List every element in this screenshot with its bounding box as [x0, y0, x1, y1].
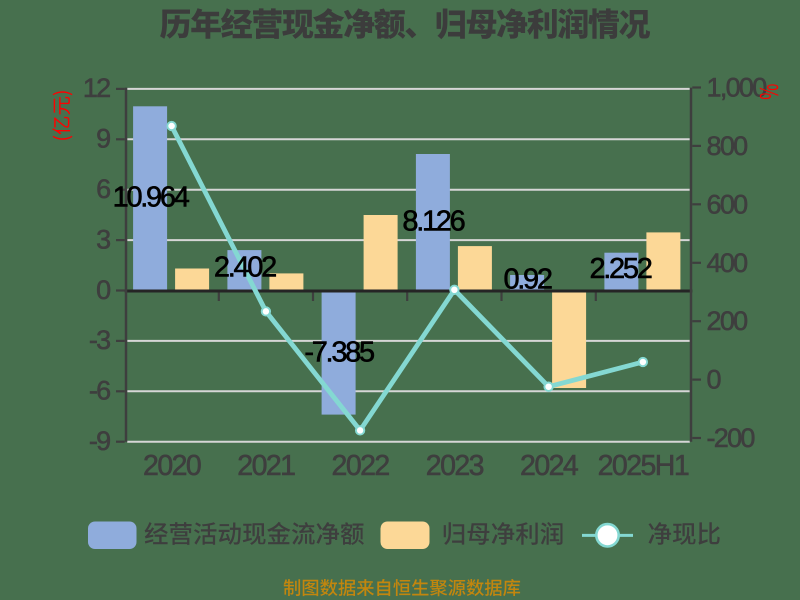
- svg-text:2021: 2021: [237, 450, 295, 482]
- svg-text:2025H1: 2025H1: [598, 450, 689, 482]
- svg-text:400: 400: [707, 248, 748, 278]
- svg-text:-6: -6: [89, 376, 110, 406]
- svg-text:-7.385: -7.385: [304, 337, 374, 369]
- svg-text:10.964: 10.964: [113, 181, 190, 213]
- svg-text:2.252: 2.252: [589, 253, 651, 285]
- svg-text:2020: 2020: [143, 450, 201, 482]
- svg-text:2.402: 2.402: [214, 251, 276, 283]
- svg-text:1,000: 1,000: [707, 73, 767, 103]
- svg-text:2022: 2022: [332, 450, 390, 482]
- svg-text:0.92: 0.92: [503, 263, 551, 295]
- svg-text:800: 800: [707, 131, 748, 161]
- svg-text:-9: -9: [89, 426, 110, 456]
- svg-text:2024: 2024: [520, 450, 579, 482]
- svg-text:-3: -3: [89, 325, 110, 355]
- svg-text:-200: -200: [707, 423, 755, 453]
- svg-text:2023: 2023: [426, 450, 484, 482]
- svg-text:12: 12: [83, 73, 110, 103]
- svg-text:6: 6: [96, 174, 110, 204]
- svg-text:200: 200: [707, 306, 748, 336]
- svg-text:8.126: 8.126: [402, 205, 464, 237]
- svg-text:0: 0: [96, 275, 110, 305]
- svg-text:600: 600: [707, 189, 748, 219]
- svg-text:3: 3: [96, 224, 110, 254]
- svg-text:9: 9: [96, 124, 110, 154]
- svg-text:0: 0: [707, 365, 721, 395]
